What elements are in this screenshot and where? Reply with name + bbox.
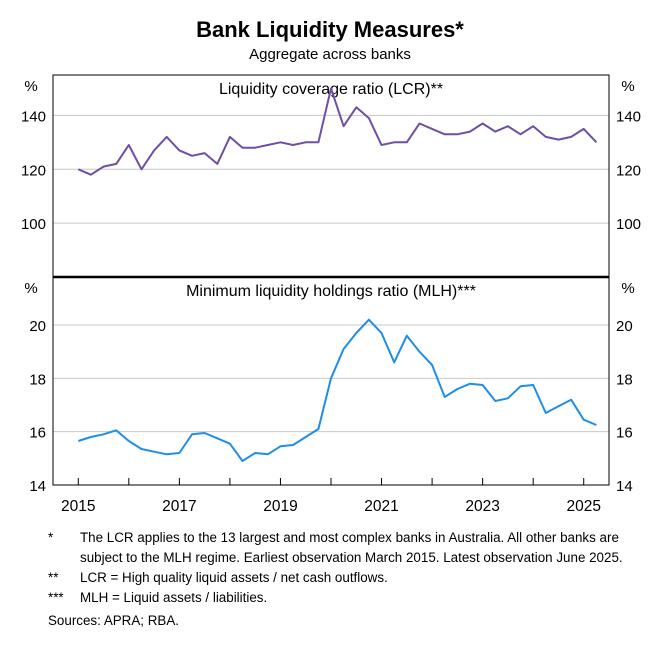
y-tick-label-left: 16 (29, 425, 46, 442)
y-unit-left: % (24, 280, 37, 297)
footnote-text: MLH = Liquid assets / liabilities. (80, 590, 268, 605)
x-tick-label: 2025 (566, 498, 600, 515)
sources: Sources: APRA; RBA. (48, 613, 179, 628)
y-unit-right: % (621, 280, 634, 297)
lcr-series-line (77, 87, 598, 176)
y-tick-label-left: 14 (29, 478, 46, 495)
x-tick-label: 2017 (162, 498, 196, 515)
y-tick-label-left: 100 (21, 216, 46, 233)
y-unit-left: % (24, 78, 37, 95)
mlh-series-line (77, 318, 597, 462)
footnote-mark: *** (48, 590, 64, 605)
footnote-text: LCR = High quality liquid assets / net c… (80, 570, 388, 585)
footnote-1: * The LCR applies to the 13 largest and … (48, 528, 638, 568)
x-tick-label: 2015 (61, 498, 95, 515)
footnotes: * The LCR applies to the 13 largest and … (48, 528, 638, 631)
footnote-mark: * (48, 530, 54, 545)
chart-subtitle: Aggregate across banks (249, 46, 411, 63)
footnote-mark: ** (48, 570, 59, 585)
x-tick-label: 2019 (263, 498, 297, 515)
chart-title: Bank Liquidity Measures* (196, 17, 464, 42)
y-unit-right: % (621, 78, 634, 95)
y-tick-label-left: 20 (29, 318, 46, 335)
footnote-2: ** LCR = High quality liquid assets / ne… (48, 568, 638, 588)
y-tick-label-right: 20 (616, 318, 633, 335)
y-tick-label-left: 120 (21, 162, 46, 179)
y-tick-label-right: 120 (616, 162, 641, 179)
y-tick-label-right: 140 (616, 108, 641, 125)
footnote-3: *** MLH = Liquid assets / liabilities. (48, 588, 638, 608)
panel-title: Minimum liquidity holdings ratio (MLH)**… (186, 283, 476, 300)
y-tick-label-right: 16 (616, 425, 633, 442)
y-tick-label-right: 18 (616, 371, 633, 388)
y-tick-label-right: 14 (616, 478, 633, 495)
chart-svg: Bank Liquidity Measures* Aggregate acros… (21, 17, 641, 515)
y-tick-label-right: 100 (616, 216, 641, 233)
panel-frame (52, 74, 610, 278)
x-tick-label: 2023 (465, 498, 499, 515)
x-tick-label: 2021 (364, 498, 398, 515)
y-tick-label-left: 18 (29, 371, 46, 388)
footnote-text: The LCR applies to the 13 largest and mo… (80, 530, 623, 565)
y-tick-label-left: 140 (21, 108, 46, 125)
